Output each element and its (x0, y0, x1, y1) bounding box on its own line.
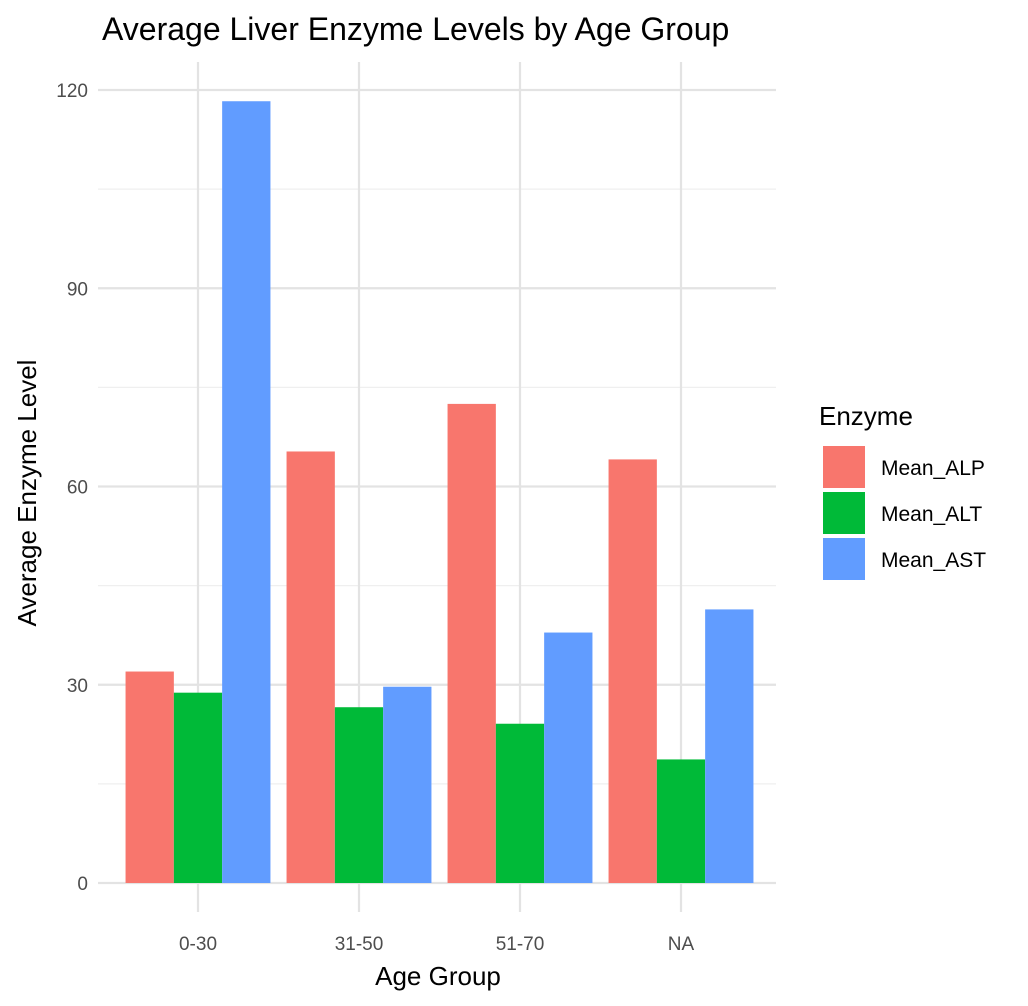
legend-label: Mean_AST (881, 549, 986, 572)
bar-mean-ast-31-50 (383, 686, 432, 883)
legend-swatch (823, 446, 865, 488)
bar-mean-alt-0-30 (173, 692, 223, 883)
y-tick-label: 0 (77, 874, 88, 895)
bar-mean-alt-31-50 (334, 707, 384, 883)
x-tick-labels: 0-30 31-50 51-70 NA (179, 934, 695, 955)
bar-mean-alp-31-50 (286, 451, 335, 883)
y-tick-labels: 0 30 60 90 120 (56, 81, 88, 895)
bar-mean-alp-51-70 (447, 403, 496, 883)
y-tick-label: 90 (67, 279, 88, 300)
x-tick-label: 51-70 (496, 934, 545, 955)
y-axis-title: Average Enzyme Level (12, 360, 42, 627)
bar-mean-alt-na (656, 759, 706, 883)
y-tick-label: 120 (56, 81, 88, 102)
legend-items: Mean_ALP Mean_ALT Mean_AST (823, 446, 986, 580)
y-tick-label: 30 (67, 676, 88, 697)
bar-mean-alp-0-30 (125, 671, 174, 883)
bar-mean-ast-51-70 (544, 632, 593, 883)
legend-swatch (823, 538, 865, 580)
y-tick-label: 60 (67, 478, 88, 499)
bar-mean-ast-na (705, 609, 754, 883)
x-axis-title: Age Group (375, 961, 501, 991)
legend-swatch (823, 492, 865, 534)
x-tick-label: 0-30 (179, 934, 217, 955)
x-tick-label: NA (668, 934, 695, 955)
legend: Enzyme Mean_ALP Mean_ALT Mean_AST (819, 401, 986, 580)
bar-mean-ast-0-30 (222, 101, 271, 883)
bar-mean-alp-na (608, 459, 657, 883)
legend-label: Mean_ALP (881, 457, 985, 480)
legend-label: Mean_ALT (881, 503, 982, 526)
x-tick-label: 31-50 (335, 934, 384, 955)
bar-mean-alt-51-70 (495, 723, 545, 883)
bars (125, 101, 754, 883)
chart-title: Average Liver Enzyme Levels by Age Group (102, 11, 729, 47)
legend-title: Enzyme (819, 401, 913, 431)
